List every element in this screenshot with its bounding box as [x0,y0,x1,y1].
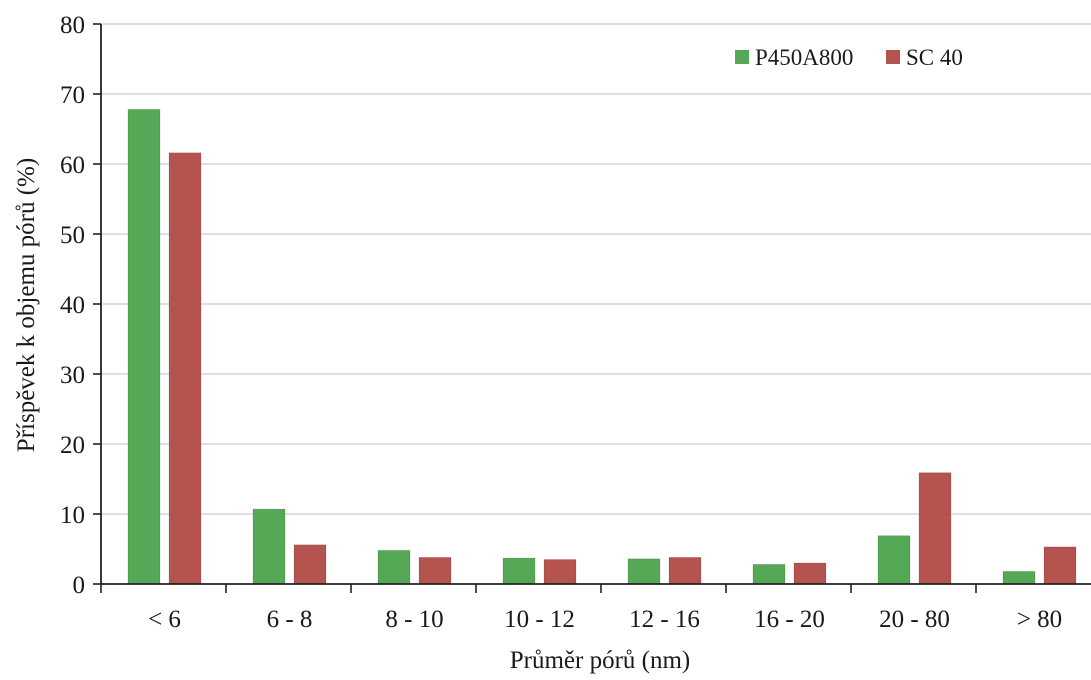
gridlines [101,23,1091,515]
legend-label: P450A800 [755,45,853,70]
bar-series-1 [877,535,911,585]
bar-series-1 [127,109,161,585]
x-tick-label: > 80 [1017,606,1062,633]
y-tick-label: 0 [73,572,86,599]
legend-swatch [735,50,749,64]
x-tick-label: 20 - 80 [879,606,950,633]
bar-series-1 [252,508,286,585]
bar-series-1 [1002,571,1036,585]
y-tick-label: 20 [60,432,85,459]
y-tick-label: 60 [60,152,85,179]
bar-series-2 [293,544,327,585]
y-tick-labels: 0 10 20 30 40 50 60 70 80 [60,12,85,599]
x-tick-labels: < 6 6 - 8 8 - 10 10 - 12 12 - 16 16 - 20 20 - … [148,606,1062,633]
y-tick-label: 40 [60,292,85,319]
y-tick-label: 70 [60,82,85,109]
x-tick-label: 12 - 16 [629,606,700,633]
bar-series-1 [627,558,661,585]
bar-series-1 [377,550,411,585]
bar-series-2 [793,562,827,585]
x-tick-label: < 6 [148,606,181,633]
y-tick-label: 30 [60,362,85,389]
legend-swatch [886,50,900,64]
x-tick-label: 16 - 20 [754,606,825,633]
x-tick-label: 10 - 12 [504,606,575,633]
bar-series-2 [418,557,452,585]
bars [127,109,1077,585]
bar-series-1 [752,564,786,585]
x-axis-title: Průměr pórů (nm) [510,647,691,674]
axes [93,23,1091,593]
bar-series-1 [502,557,536,585]
bar-series-2 [918,472,952,585]
legend-label: SC 40 [906,45,963,70]
y-tick-label: 10 [60,502,85,529]
y-tick-label: 50 [60,222,85,249]
x-tick-label: 6 - 8 [267,606,313,633]
x-tick-label: 8 - 10 [385,606,443,633]
bar-series-2 [168,152,202,585]
y-tick-label: 80 [60,12,85,39]
bar-series-2 [668,557,702,585]
bar-series-2 [1043,546,1077,585]
bar-series-2 [543,559,577,585]
y-axis-title: Příspěvek k objemu pórů (%) [13,158,40,452]
legend: P450A800 SC 40 [735,45,963,70]
